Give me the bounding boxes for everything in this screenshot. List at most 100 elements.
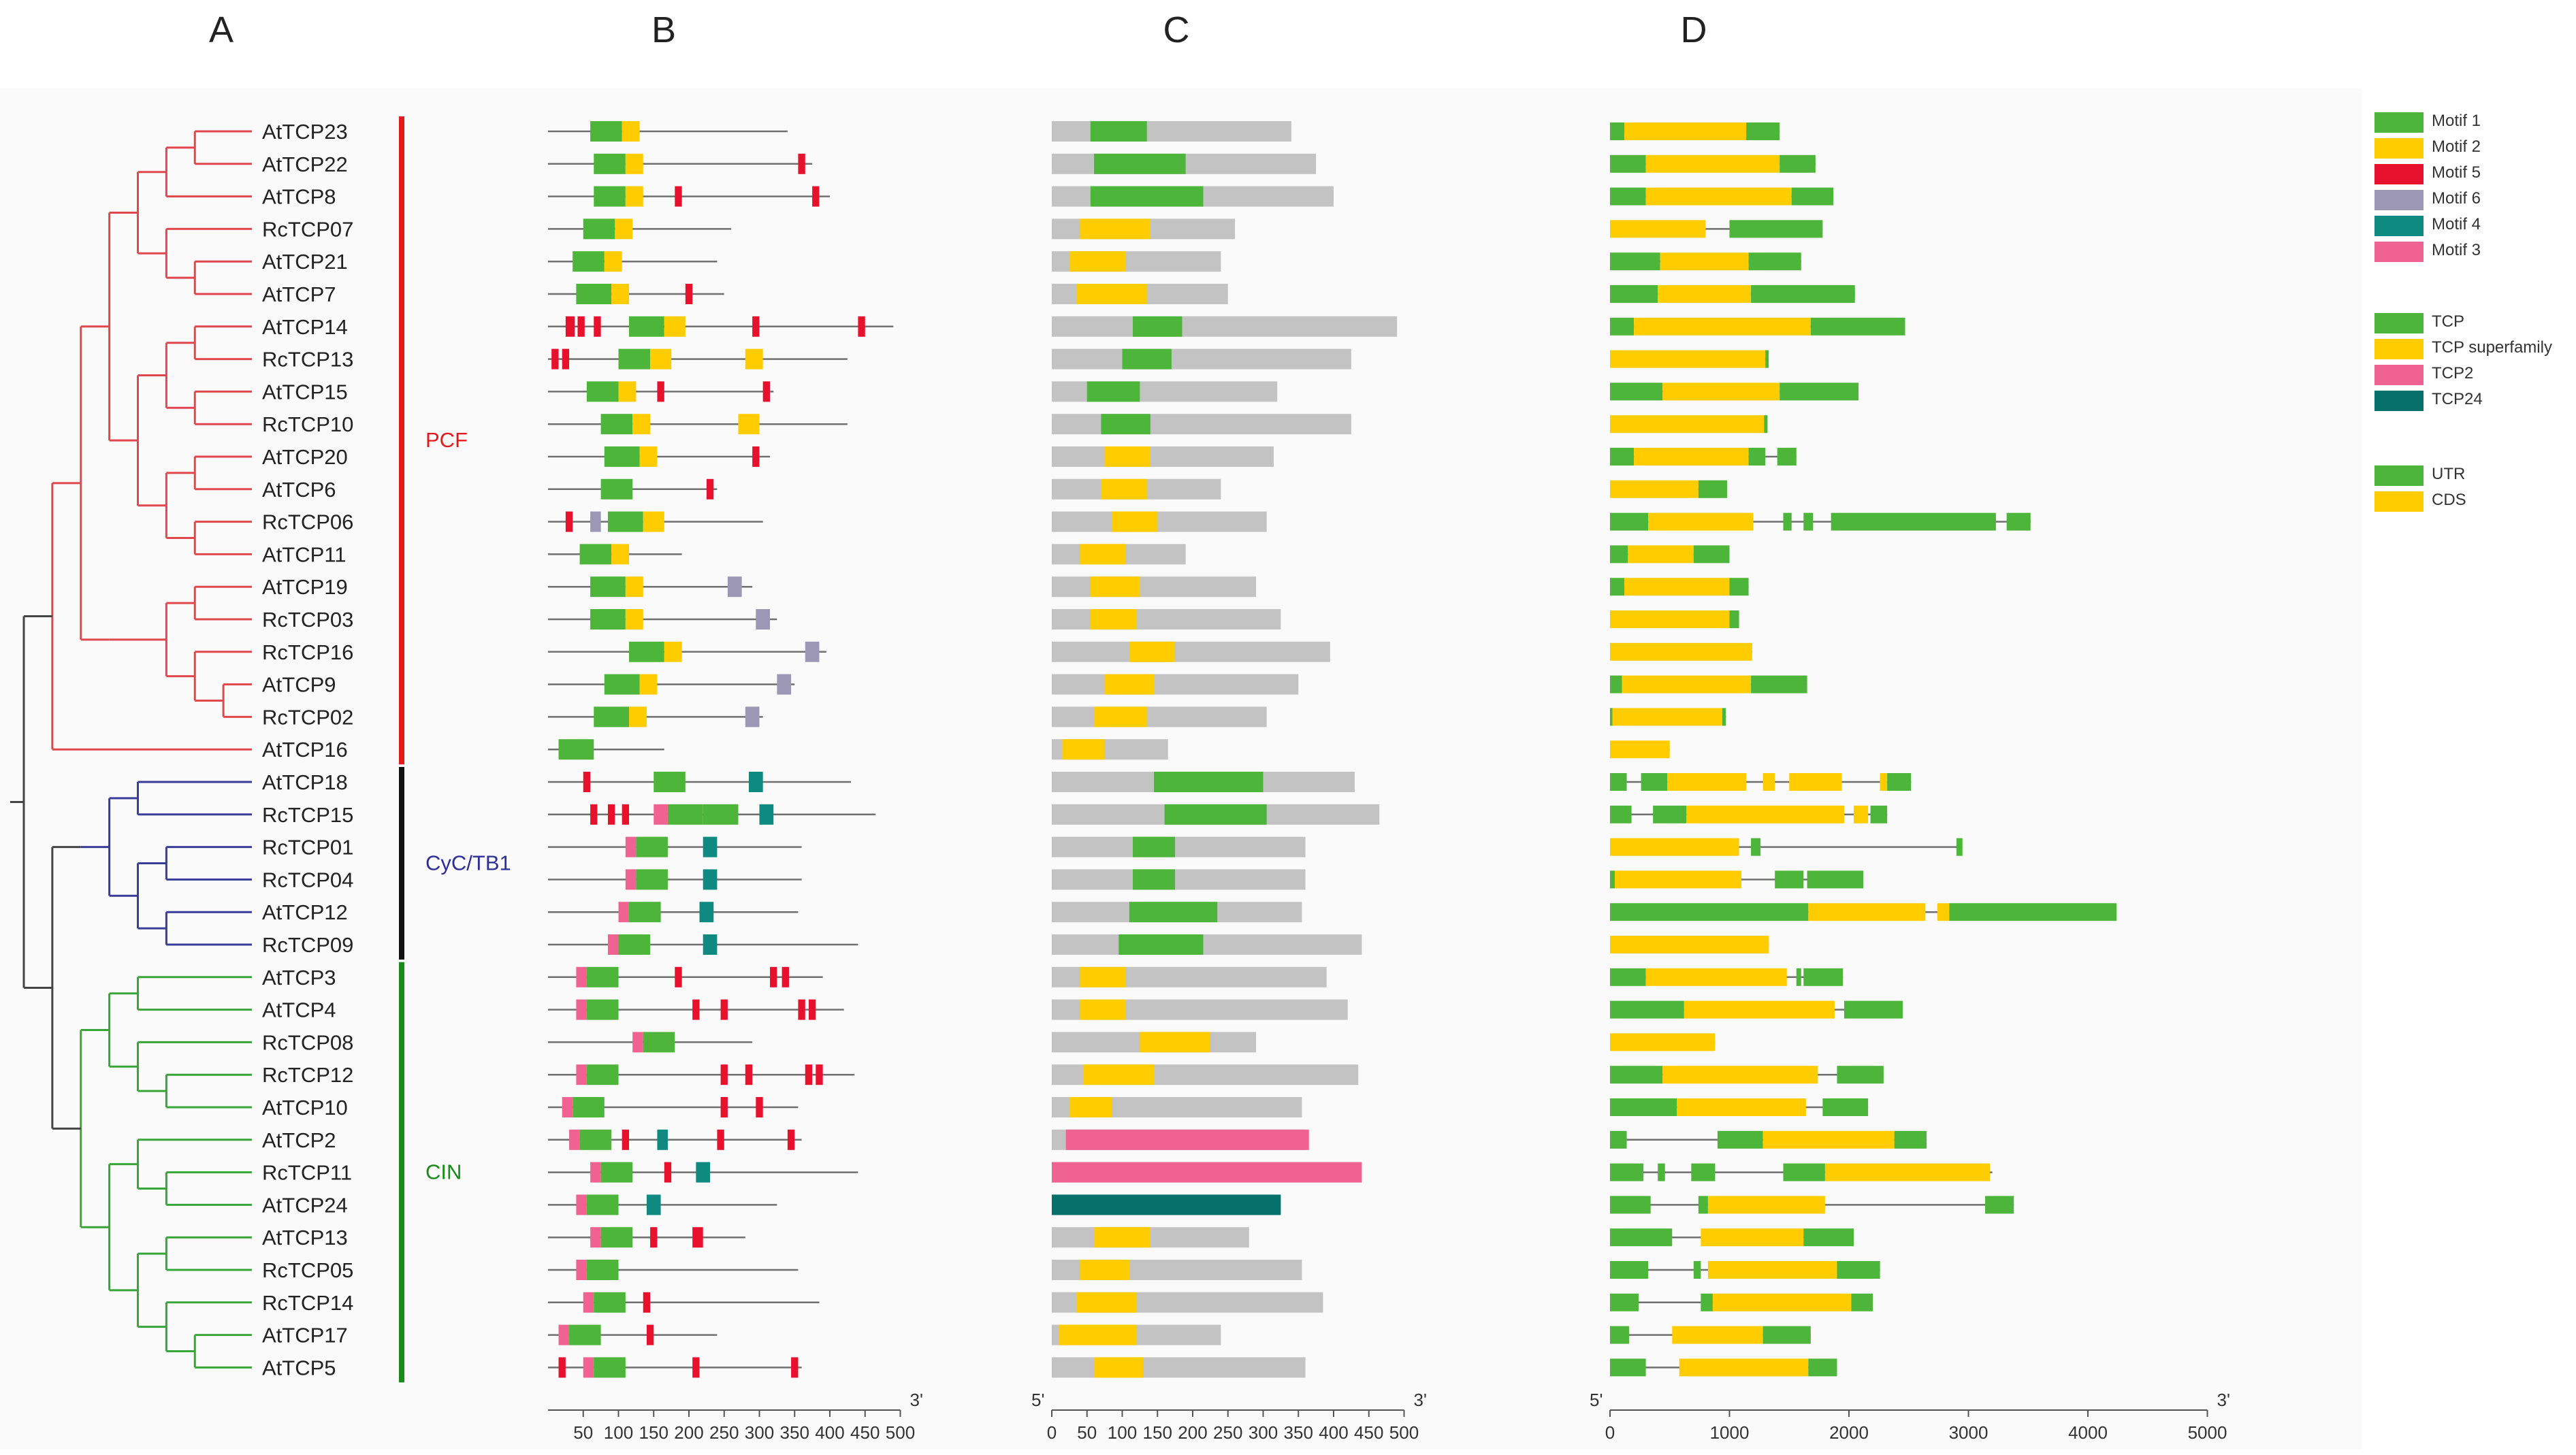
axis-c-tick-label: 350 bbox=[1284, 1422, 1313, 1443]
utr-segment bbox=[1610, 154, 1646, 173]
motif2-box bbox=[639, 674, 658, 695]
legend-swatch-structure bbox=[2374, 465, 2424, 486]
motif4-box bbox=[759, 804, 774, 825]
motif1-box bbox=[600, 1162, 633, 1183]
axis-c-tick-label: 50 bbox=[1077, 1422, 1097, 1443]
motif6-box bbox=[805, 641, 820, 662]
cds-segment bbox=[1937, 903, 1950, 921]
domain-tcp-superfamily bbox=[1080, 999, 1126, 1020]
domain-tcp-superfamily bbox=[1104, 674, 1155, 695]
protein-bar bbox=[1052, 1357, 1306, 1378]
legend-swatch-domain bbox=[2374, 313, 2424, 333]
cds-segment bbox=[1762, 773, 1775, 791]
gene-label: AtTCP9 bbox=[262, 673, 336, 697]
cds-segment bbox=[1824, 1163, 1991, 1181]
motif5-box bbox=[565, 511, 573, 532]
motif5-box bbox=[565, 316, 575, 337]
motif2-box bbox=[738, 414, 760, 435]
motif1-box bbox=[618, 934, 651, 955]
motif1-box bbox=[600, 414, 633, 435]
gene-label: RcTCP12 bbox=[262, 1063, 353, 1087]
axis-d-tick-label: 0 bbox=[1605, 1422, 1615, 1443]
utr-segment bbox=[1610, 578, 1625, 596]
gene-label: AtTCP13 bbox=[262, 1226, 348, 1249]
axis-c-tick-label: 500 bbox=[1389, 1422, 1419, 1443]
motif5-box bbox=[562, 348, 570, 370]
utr-segment bbox=[1610, 1196, 1651, 1214]
motif2-box bbox=[629, 706, 647, 728]
motif5-box bbox=[745, 1064, 753, 1085]
axis-c-tick-label: 450 bbox=[1354, 1422, 1383, 1443]
motif2-box bbox=[625, 576, 643, 598]
domain-tcp bbox=[1133, 316, 1182, 337]
motif3-box bbox=[590, 1227, 601, 1248]
legend-label-motif: Motif 3 bbox=[2432, 241, 2481, 259]
domain-tcp bbox=[1154, 772, 1263, 792]
motif5-box bbox=[706, 478, 714, 500]
protein-bar bbox=[1052, 641, 1330, 662]
utr-segment bbox=[1729, 220, 1823, 238]
legend-label-motif: Motif 2 bbox=[2432, 137, 2481, 156]
group-label-cyctb: CyC/TB1 bbox=[425, 851, 511, 875]
utr-segment bbox=[1610, 675, 1622, 693]
legend-label-motif: Motif 1 bbox=[2432, 112, 2481, 130]
motif5-box bbox=[720, 1064, 728, 1085]
utr-segment bbox=[1751, 675, 1807, 693]
utr-segment bbox=[1748, 252, 1801, 271]
gene-label: AtTCP23 bbox=[262, 120, 348, 144]
gene-label: AtTCP22 bbox=[262, 152, 348, 176]
utr-segment bbox=[1698, 480, 1727, 498]
motif2-box bbox=[745, 348, 763, 370]
motif5-box bbox=[782, 966, 789, 987]
axis-c-start-label: 5' bbox=[1031, 1390, 1044, 1410]
cds-segment bbox=[1612, 708, 1722, 726]
cds-segment bbox=[1679, 1358, 1809, 1377]
motif5-box bbox=[692, 1227, 703, 1248]
axis-b-tick-label: 50 bbox=[573, 1422, 593, 1443]
motif5-box bbox=[650, 1227, 658, 1248]
axis-b-tick-label: 450 bbox=[850, 1422, 880, 1443]
cds-segment bbox=[1648, 512, 1754, 531]
utr-segment bbox=[2006, 512, 2031, 531]
utr-segment bbox=[1870, 805, 1888, 823]
domain-tcp-superfamily bbox=[1069, 251, 1126, 272]
utr-segment bbox=[1783, 1163, 1825, 1181]
motif5-box bbox=[752, 316, 760, 337]
domain-tcp bbox=[1101, 414, 1150, 435]
protein-bar bbox=[1052, 576, 1257, 598]
utr-segment bbox=[1956, 838, 1963, 856]
motif2-box bbox=[625, 153, 643, 174]
motif1-box bbox=[594, 186, 626, 207]
gene-label: RcTCP05 bbox=[262, 1258, 353, 1282]
motif2-box bbox=[622, 121, 640, 142]
motif5-box bbox=[808, 999, 816, 1020]
motif1-box bbox=[586, 381, 619, 402]
protein-bar bbox=[1052, 414, 1351, 435]
gene-label: AtTCP21 bbox=[262, 250, 348, 274]
axis-b-tick-label: 300 bbox=[745, 1422, 774, 1443]
motif5-box bbox=[675, 186, 682, 207]
motif2-box bbox=[618, 381, 637, 402]
gene-label: RcTCP13 bbox=[262, 348, 353, 372]
domain-tcp bbox=[1118, 934, 1204, 955]
cds-segment bbox=[1610, 642, 1752, 661]
motif1-box bbox=[594, 153, 626, 174]
protein-bar bbox=[1052, 446, 1274, 467]
motif5-box bbox=[675, 966, 682, 987]
motif1-box bbox=[594, 1357, 626, 1378]
axis-c-tick-label: 300 bbox=[1249, 1422, 1278, 1443]
gene-label: AtTCP16 bbox=[262, 738, 348, 762]
domain-tcp-superfamily bbox=[1080, 544, 1126, 565]
utr-segment bbox=[1808, 1358, 1837, 1377]
group-label-pcf: PCF bbox=[425, 428, 468, 452]
domain-tcp-superfamily bbox=[1059, 1324, 1137, 1345]
cds-segment bbox=[1662, 1066, 1818, 1084]
gene-label: AtTCP14 bbox=[262, 315, 348, 339]
protein-bar bbox=[1052, 121, 1291, 142]
motif3-box bbox=[625, 836, 637, 857]
axis-d-tick-label: 5000 bbox=[2188, 1422, 2227, 1443]
cds-segment bbox=[1789, 773, 1842, 791]
motif1-box bbox=[618, 348, 651, 370]
cds-segment bbox=[1762, 1130, 1895, 1149]
cds-segment bbox=[1660, 252, 1749, 271]
